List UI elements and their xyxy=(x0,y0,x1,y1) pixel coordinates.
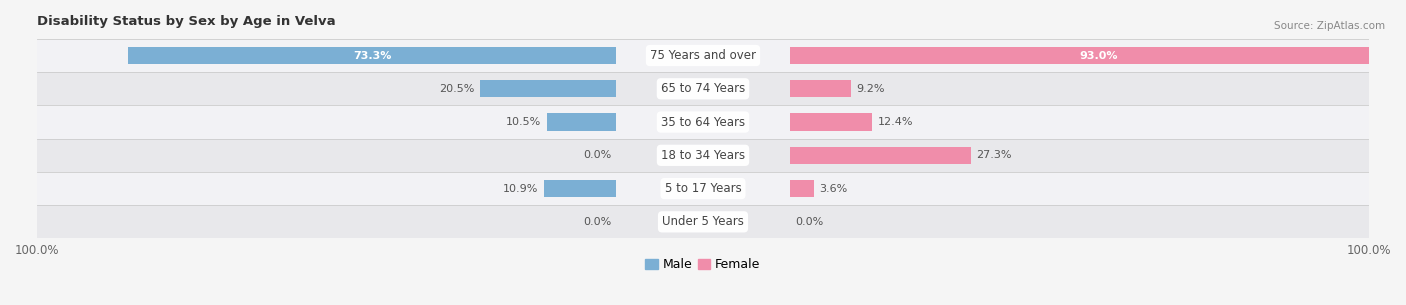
Text: 27.3%: 27.3% xyxy=(977,150,1012,160)
Text: Source: ZipAtlas.com: Source: ZipAtlas.com xyxy=(1274,21,1385,31)
Text: 75 Years and over: 75 Years and over xyxy=(650,49,756,62)
Text: 9.2%: 9.2% xyxy=(856,84,884,94)
Bar xyxy=(37,72,1369,106)
Text: 65 to 74 Years: 65 to 74 Years xyxy=(661,82,745,95)
Text: 20.5%: 20.5% xyxy=(439,84,475,94)
Legend: Male, Female: Male, Female xyxy=(641,253,765,276)
Text: 35 to 64 Years: 35 to 64 Years xyxy=(661,116,745,128)
Text: 3.6%: 3.6% xyxy=(818,184,846,194)
Bar xyxy=(790,147,972,164)
Bar xyxy=(37,139,1369,172)
Bar xyxy=(128,47,616,64)
Text: Under 5 Years: Under 5 Years xyxy=(662,215,744,228)
Bar xyxy=(547,113,616,131)
Bar xyxy=(37,172,1369,205)
Bar xyxy=(479,80,616,97)
Text: Disability Status by Sex by Age in Velva: Disability Status by Sex by Age in Velva xyxy=(37,15,336,28)
Text: 0.0%: 0.0% xyxy=(794,217,823,227)
Bar xyxy=(790,47,1406,64)
Text: 0.0%: 0.0% xyxy=(583,217,612,227)
Bar xyxy=(37,205,1369,239)
Text: 73.3%: 73.3% xyxy=(353,51,392,60)
Bar xyxy=(544,180,616,197)
Text: 0.0%: 0.0% xyxy=(583,150,612,160)
Text: 18 to 34 Years: 18 to 34 Years xyxy=(661,149,745,162)
Text: 10.5%: 10.5% xyxy=(506,117,541,127)
Bar xyxy=(790,80,851,97)
Bar xyxy=(37,39,1369,72)
Text: 10.9%: 10.9% xyxy=(503,184,538,194)
Text: 12.4%: 12.4% xyxy=(877,117,912,127)
Bar xyxy=(790,113,872,131)
Text: 93.0%: 93.0% xyxy=(1080,51,1118,60)
Text: 5 to 17 Years: 5 to 17 Years xyxy=(665,182,741,195)
Bar xyxy=(790,180,814,197)
Bar xyxy=(37,106,1369,139)
